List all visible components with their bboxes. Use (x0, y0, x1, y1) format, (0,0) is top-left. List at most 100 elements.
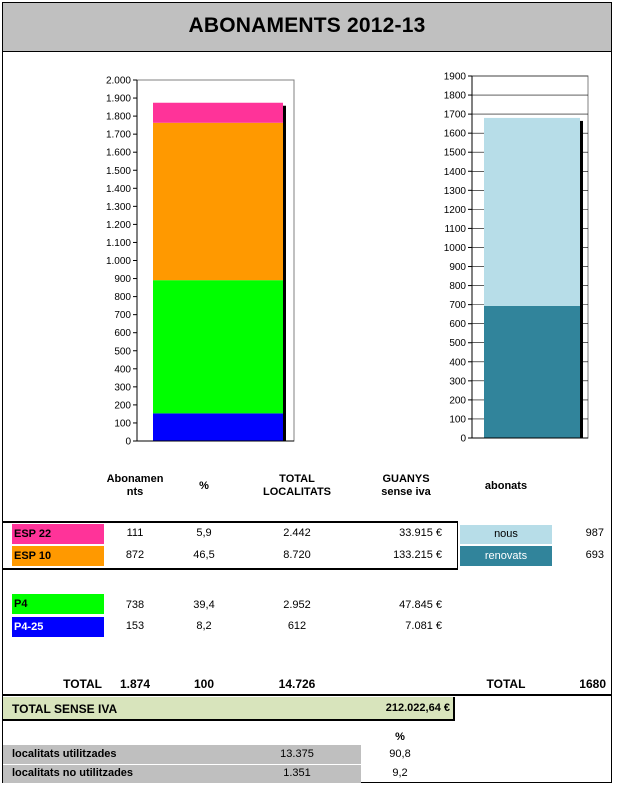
chart-1-tick-label: 1.400 (106, 184, 131, 195)
total-abonats-label: TOTAL (486, 677, 526, 691)
cell-abonaments: 872 (125, 549, 145, 561)
chart-1-tick-label: 1.600 (106, 148, 131, 159)
cell-localitats: 612 (287, 620, 307, 632)
chart-2-tick-label: 1600 (444, 129, 467, 140)
total-pct: 100 (193, 677, 215, 691)
chart-1-tick-label: 900 (114, 274, 131, 285)
chart-2-bar-segment-renovats (484, 305, 580, 438)
chart-1-tick-label: 300 (114, 382, 131, 393)
localitats-row-bg (3, 765, 361, 783)
chart-1-tick-label: 0 (125, 437, 131, 448)
cell-guanys: 33.915 € (399, 527, 442, 539)
chart-1-tick-label: 1.300 (106, 202, 131, 213)
cell-localitats: 2.952 (283, 599, 311, 611)
localitats-no-utilitzades-pct: 9,2 (392, 767, 408, 779)
total-sense-iva-box (3, 697, 455, 721)
chart-2-tick-label: 1800 (444, 91, 467, 102)
abonats-renovats-value: 693 (585, 549, 604, 561)
chart-1-tick-label: 1.200 (106, 220, 131, 231)
chart-2-tick-label: 1100 (444, 224, 466, 235)
header-total-localitats: TOTAL LOCALITATS (262, 473, 332, 498)
chart-2-tick-label: 1700 (444, 110, 467, 121)
total-divider (3, 694, 611, 696)
chart-1-tick-label: 600 (114, 328, 131, 339)
page-title: ABONAMENTS 2012-13 (188, 14, 426, 37)
localitats-row-bg (3, 745, 361, 764)
chart-2-tick-label: 300 (449, 376, 466, 387)
chart-2-tick-label: 1200 (444, 205, 467, 216)
chart-2-tick-label: 900 (449, 262, 466, 273)
chart-1-tick-label: 800 (114, 292, 131, 303)
chart-2-tick-label: 1300 (444, 186, 467, 197)
chart-2-tick-label: 1500 (444, 148, 467, 159)
total-abonats-value: 1680 (579, 677, 606, 691)
chart-2-bar-shadow (580, 120, 583, 439)
localitats-utilitzades-pct: 90,8 (389, 748, 411, 760)
row-label-p4-25: P4-25 (12, 617, 104, 637)
chart-1-tick-label: 400 (114, 364, 131, 375)
localitats-utilitzades-value: 13.375 (280, 748, 314, 760)
row-label-p4: P4 (12, 594, 104, 614)
chart-2-tick-label: 600 (449, 319, 466, 330)
cell-guanys: 7.081 € (405, 620, 442, 632)
chart-2-tick-label: 700 (449, 300, 466, 311)
chart-1-bar-shadow (283, 105, 286, 442)
chart-2-tick-label: 1000 (444, 243, 467, 254)
cell-pct: 8,2 (196, 620, 212, 632)
chart-1-tick-label: 700 (114, 310, 131, 321)
cell-pct: 5,9 (196, 527, 212, 539)
row-label-esp22: ESP 22 (12, 524, 104, 544)
chart-1-bar-segment-p4-25 (153, 413, 283, 441)
cell-abonaments: 153 (125, 620, 145, 632)
row-label-esp10: ESP 10 (12, 546, 104, 566)
cell-localitats: 2.442 (283, 527, 311, 539)
header-pct: % (199, 480, 209, 492)
chart-1-tick-label: 1.800 (106, 112, 131, 123)
chart-1-tick-label: 1.500 (106, 166, 131, 177)
chart-2-tick-label: 1400 (444, 167, 467, 178)
total-localitats: 14.726 (278, 677, 316, 691)
chart-1-bar-segment-esp-22 (153, 102, 283, 123)
cell-pct: 39,4 (193, 599, 215, 611)
header-abonaments: Abonamen nts (106, 473, 164, 498)
chart-1-tick-label: 1.700 (106, 130, 131, 141)
localitats-utilitzades-label: localitats utilitzades (12, 748, 117, 760)
cell-abonaments: 111 (126, 527, 144, 539)
localitats-no-utilitzades-value: 1.351 (283, 767, 311, 779)
abonats-renovats-label: renovats (460, 546, 552, 566)
localitats-pct-header: % (395, 731, 405, 743)
chart-2-tick-label: 100 (449, 414, 466, 425)
total-label: TOTAL (63, 677, 102, 691)
chart-1-tick-label: 100 (114, 418, 131, 429)
cell-guanys: 133.215 € (393, 549, 442, 561)
chart-2-tick-label: 0 (460, 434, 466, 445)
cell-guanys: 47.845 € (399, 599, 442, 611)
esp-block-border (3, 521, 458, 570)
header-guanys: GUANYS sense iva (381, 473, 431, 498)
chart-2-tick-label: 400 (449, 357, 466, 368)
chart-1-tick-label: 2.000 (106, 76, 131, 87)
total-sense-iva-value: 212.022,64 € (385, 702, 450, 714)
chart-1-bar-segment-p4 (153, 280, 283, 414)
cell-localitats: 8.720 (283, 549, 311, 561)
chart-2-bar-segment-nous (484, 117, 580, 306)
chart-1-bar-segment-esp-10 (153, 122, 283, 281)
chart-2-tick-label: 500 (449, 338, 466, 349)
header-abonats: abonats (484, 480, 528, 492)
chart-1-tick-label: 200 (114, 400, 131, 411)
abonats-nous-label: nous (460, 525, 552, 544)
chart-2-tick-label: 800 (449, 281, 466, 292)
chart-1-tick-label: 1.000 (106, 256, 131, 267)
total-abonaments: 1.874 (119, 677, 151, 691)
abonats-nous-value: 987 (585, 527, 604, 539)
chart-1-tick-label: 500 (114, 346, 131, 357)
total-sense-iva-label: TOTAL SENSE IVA (12, 702, 118, 716)
cell-abonaments: 738 (125, 599, 145, 611)
title-bar: ABONAMENTS 2012-13 (3, 3, 611, 52)
cell-pct: 46,5 (193, 549, 215, 561)
chart-2-tick-label: 1900 (444, 72, 467, 83)
chart-2-tick-label: 200 (449, 395, 466, 406)
chart-1-tick-label: 1.900 (106, 94, 131, 105)
chart-1-tick-label: 1.100 (106, 238, 131, 249)
